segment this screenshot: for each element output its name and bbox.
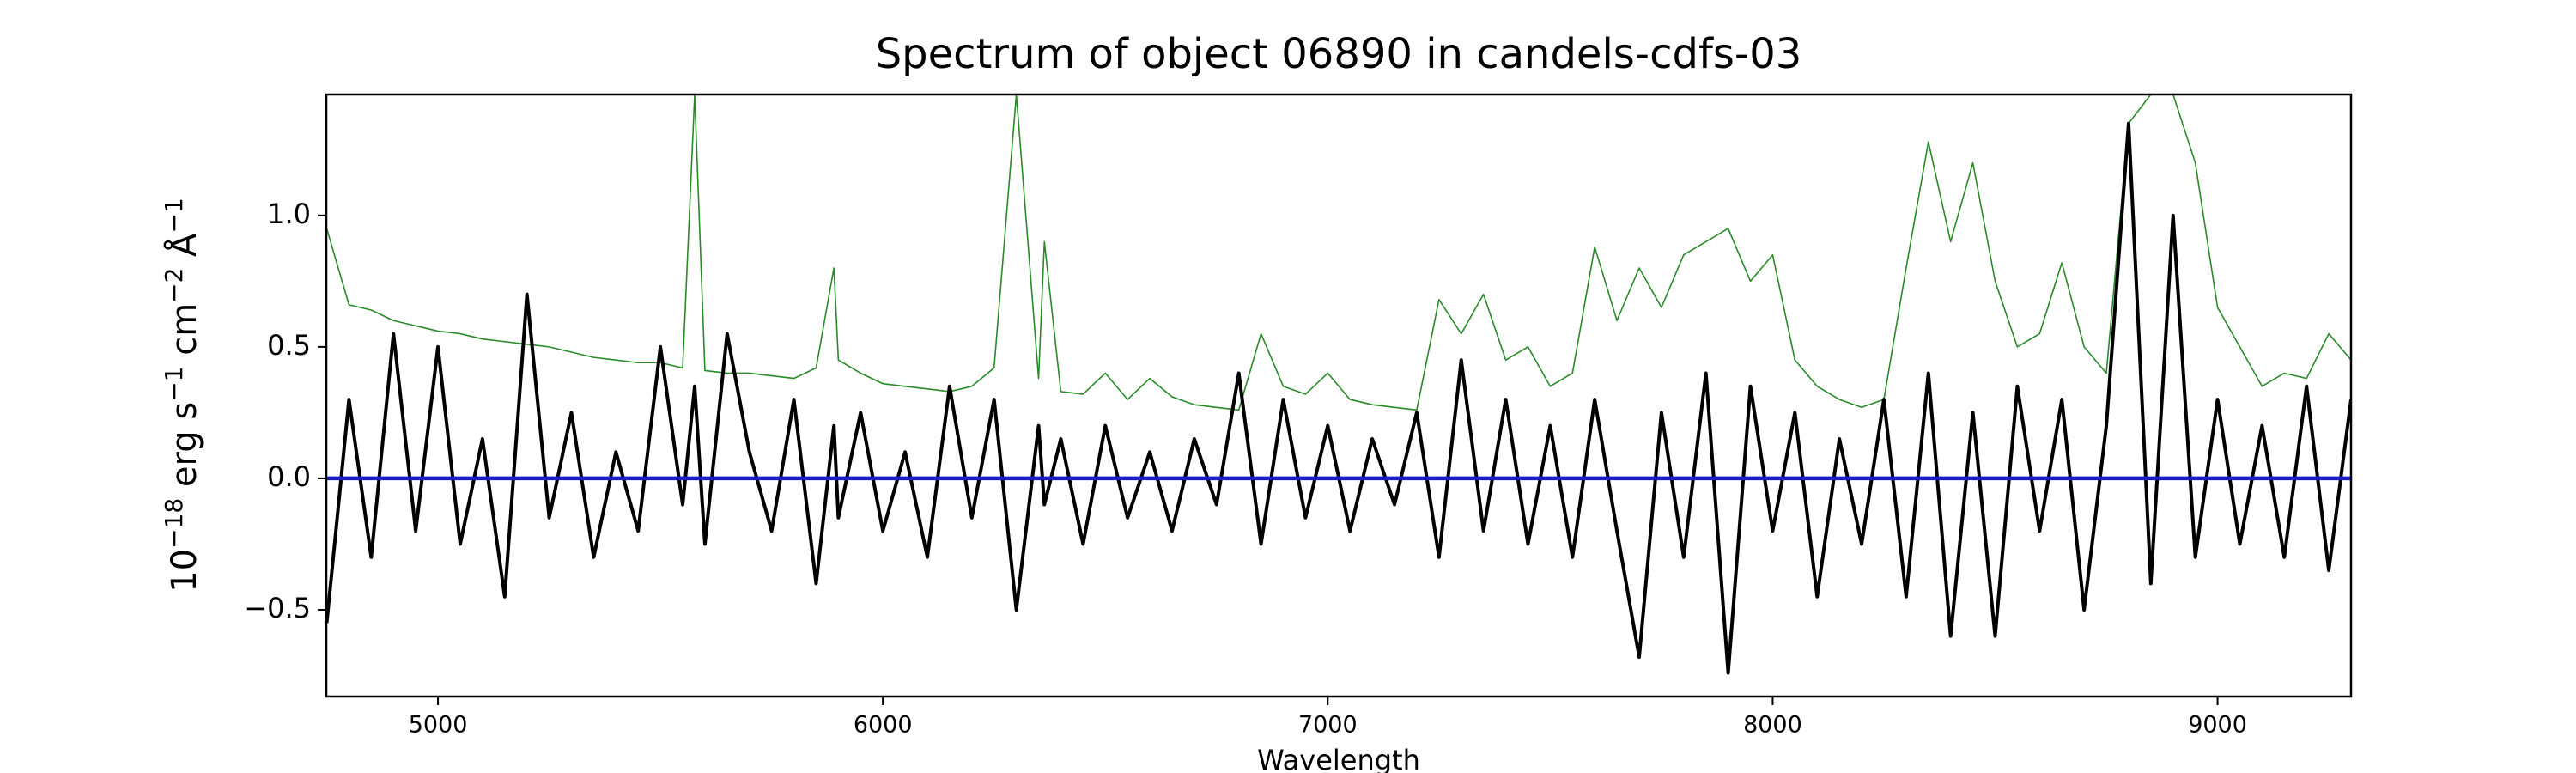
y-tick-label: 0.5 <box>267 329 311 362</box>
x-tick-label: 5000 <box>409 712 468 739</box>
y-axis-label-part: −2 <box>160 268 188 303</box>
series-line <box>326 121 2351 675</box>
plot-area <box>326 94 2351 675</box>
series-line <box>326 94 2351 411</box>
y-tick-label: 0.0 <box>267 460 311 493</box>
y-tick-label: −0.5 <box>244 592 311 624</box>
y-axis-label-part: erg s <box>165 402 204 498</box>
y-axis-label-part: cm <box>165 303 204 367</box>
y-axis-label-part: −1 <box>160 198 188 233</box>
x-tick-label: 9000 <box>2188 712 2247 739</box>
x-tick-label: 8000 <box>1743 712 1802 739</box>
y-axis-label-part: −18 <box>160 498 188 549</box>
y-axis-label: 10−18 erg s−1 cm−2 Å−1 <box>160 198 205 593</box>
x-axis-label: Wavelength <box>1257 744 1420 773</box>
y-axis-label-part: 10 <box>165 549 204 593</box>
y-tick-label: 1.0 <box>267 198 311 230</box>
y-axis-label-part: −1 <box>160 367 188 402</box>
x-tick-label: 7000 <box>1298 712 1358 739</box>
y-axis-label-part: Å <box>163 233 204 268</box>
chart-title: Spectrum of object 06890 in candels-cdfs… <box>876 30 1802 78</box>
axes-frame <box>325 93 2353 698</box>
x-tick-label: 6000 <box>854 712 913 739</box>
